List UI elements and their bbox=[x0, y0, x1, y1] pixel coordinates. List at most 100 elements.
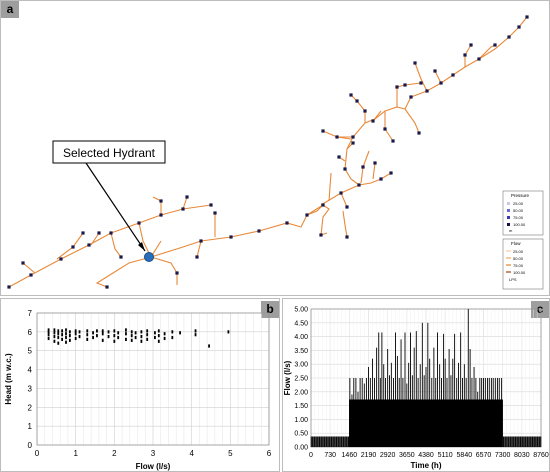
junction-node[interactable] bbox=[321, 129, 324, 132]
junction-node[interactable] bbox=[137, 221, 140, 224]
y-tick-label-b: 1 bbox=[28, 422, 33, 431]
scatter-point bbox=[48, 328, 50, 331]
x-tick-label-c: 8760 bbox=[533, 452, 549, 459]
junction-node[interactable] bbox=[349, 93, 352, 96]
y-tick-label-b: 6 bbox=[28, 328, 33, 337]
x-tick-label-b: 6 bbox=[267, 449, 272, 458]
scatter-point bbox=[117, 331, 119, 334]
junction-node[interactable] bbox=[383, 127, 386, 130]
junction-node[interactable] bbox=[345, 205, 348, 208]
scatter-point bbox=[69, 334, 71, 337]
junction-node[interactable] bbox=[109, 231, 112, 234]
scatter-point bbox=[57, 336, 59, 339]
junction-node[interactable] bbox=[477, 57, 480, 60]
junction-node[interactable] bbox=[363, 109, 366, 112]
junction-node[interactable] bbox=[321, 203, 324, 206]
y-tick-label-c: 5.00 bbox=[294, 307, 308, 314]
junction-node[interactable] bbox=[391, 139, 394, 142]
junction-node[interactable] bbox=[469, 43, 472, 46]
junction-node[interactable] bbox=[463, 53, 466, 56]
junction-node[interactable] bbox=[451, 73, 454, 76]
svg-text:100.00: 100.00 bbox=[513, 222, 526, 227]
svg-text:100.00: 100.00 bbox=[513, 270, 526, 275]
junction-node[interactable] bbox=[119, 255, 122, 258]
y-tick-label-b: 7 bbox=[28, 309, 33, 318]
scatter-point bbox=[117, 336, 119, 339]
selected-hydrant-marker[interactable] bbox=[145, 253, 154, 262]
junction-node[interactable] bbox=[105, 285, 108, 288]
junction-node[interactable] bbox=[417, 131, 420, 134]
junction-node[interactable] bbox=[257, 229, 260, 232]
junction-node[interactable] bbox=[389, 171, 392, 174]
svg-text:75.00: 75.00 bbox=[513, 263, 524, 268]
junction-node[interactable] bbox=[357, 183, 360, 186]
junction-node[interactable] bbox=[229, 235, 232, 238]
x-tick-label-c: 5840 bbox=[457, 452, 473, 459]
scatter-point bbox=[75, 329, 77, 332]
junction-node[interactable] bbox=[213, 211, 216, 214]
callout-arrow bbox=[86, 163, 145, 251]
y-tick-label-b: 5 bbox=[28, 347, 33, 356]
scatter-point bbox=[61, 329, 63, 332]
junction-node[interactable] bbox=[351, 135, 354, 138]
junction-node[interactable] bbox=[159, 199, 162, 202]
junction-node[interactable] bbox=[439, 81, 442, 84]
junction-node[interactable] bbox=[373, 161, 376, 164]
junction-node[interactable] bbox=[29, 273, 32, 276]
junction-node[interactable] bbox=[345, 235, 348, 238]
y-tick-label-c: 2.50 bbox=[294, 376, 308, 383]
junction-node[interactable] bbox=[195, 255, 198, 258]
junction-node[interactable] bbox=[403, 83, 406, 86]
junction-node[interactable] bbox=[493, 43, 496, 46]
junction-node[interactable] bbox=[419, 81, 422, 84]
svg-text:25.00: 25.00 bbox=[513, 249, 524, 254]
scatter-point bbox=[65, 332, 67, 335]
junction-node[interactable] bbox=[425, 89, 428, 92]
junction-node[interactable] bbox=[71, 245, 74, 248]
scatter-point bbox=[54, 340, 56, 343]
junction-node[interactable] bbox=[343, 167, 346, 170]
scatter-point bbox=[92, 336, 94, 339]
junction-node[interactable] bbox=[285, 221, 288, 224]
junction-node[interactable] bbox=[335, 135, 338, 138]
junction-node[interactable] bbox=[337, 155, 340, 158]
junction-node[interactable] bbox=[305, 213, 308, 216]
junction-node[interactable] bbox=[21, 261, 24, 264]
junction-node[interactable] bbox=[517, 25, 520, 28]
junction-node[interactable] bbox=[97, 231, 100, 234]
junction-node[interactable] bbox=[361, 165, 364, 168]
junction-node[interactable] bbox=[159, 213, 162, 216]
junction-node[interactable] bbox=[395, 85, 398, 88]
scatter-point bbox=[113, 334, 115, 337]
junction-node[interactable] bbox=[379, 177, 382, 180]
junction-node[interactable] bbox=[209, 203, 212, 206]
junction-node[interactable] bbox=[413, 61, 416, 64]
scatter-point bbox=[195, 329, 197, 332]
junction-node[interactable] bbox=[59, 257, 62, 260]
y-tick-label-c: 3.50 bbox=[294, 348, 308, 355]
scatter-point bbox=[57, 332, 59, 335]
scatter-point bbox=[164, 337, 166, 340]
scatter-point bbox=[96, 334, 98, 337]
junction-node[interactable] bbox=[199, 239, 202, 242]
x-tick-label-b: 1 bbox=[73, 449, 78, 458]
junction-node[interactable] bbox=[433, 69, 436, 72]
junction-node[interactable] bbox=[339, 191, 342, 194]
junction-node[interactable] bbox=[181, 207, 184, 210]
x-tick-label-c: 6570 bbox=[476, 452, 492, 459]
junction-node[interactable] bbox=[351, 141, 354, 144]
scatter-point bbox=[92, 331, 94, 334]
junction-node[interactable] bbox=[371, 119, 374, 122]
junction-node[interactable] bbox=[7, 285, 10, 288]
junction-node[interactable] bbox=[355, 99, 358, 102]
scatter-point bbox=[108, 330, 110, 333]
junction-node[interactable] bbox=[175, 271, 178, 274]
junction-node[interactable] bbox=[87, 243, 90, 246]
junction-node[interactable] bbox=[409, 95, 412, 98]
x-tick-label-b: 2 bbox=[112, 449, 117, 458]
junction-node[interactable] bbox=[525, 15, 528, 18]
junction-node[interactable] bbox=[185, 195, 188, 198]
junction-node[interactable] bbox=[319, 233, 322, 236]
junction-node[interactable] bbox=[507, 35, 510, 38]
junction-node[interactable] bbox=[81, 231, 84, 234]
